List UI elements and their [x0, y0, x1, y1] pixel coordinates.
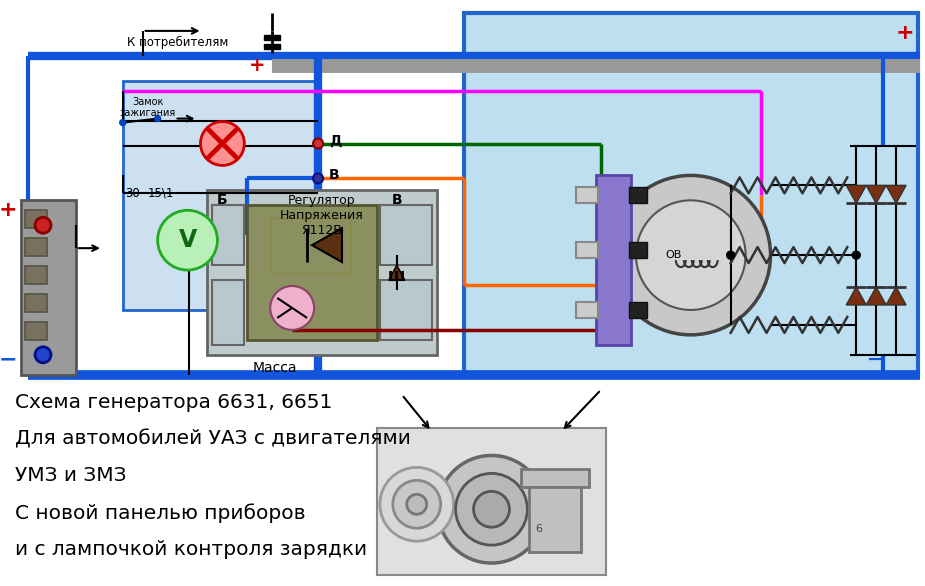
Bar [21, 200, 76, 374]
Text: 30: 30 [125, 187, 140, 200]
Bar [596, 175, 631, 345]
Bar [380, 280, 432, 340]
Circle shape [380, 468, 453, 541]
Bar [25, 210, 47, 228]
Text: Д: Д [329, 134, 341, 148]
Polygon shape [388, 265, 405, 280]
Circle shape [313, 138, 323, 148]
Text: 15\1: 15\1 [147, 187, 174, 200]
Text: Схема генератора 6631, 6651: Схема генератора 6631, 6651 [15, 393, 332, 411]
Text: ОВ: ОВ [666, 250, 682, 260]
Text: С новой панелью приборов: С новой панелью приборов [15, 503, 306, 523]
Circle shape [456, 473, 527, 545]
Bar [629, 242, 647, 258]
Text: −: − [0, 350, 18, 370]
Text: V: V [179, 228, 197, 252]
Polygon shape [866, 185, 886, 203]
Circle shape [35, 347, 51, 363]
Bar [576, 302, 598, 318]
Text: −: − [867, 350, 883, 369]
Text: +: + [0, 200, 18, 220]
Circle shape [35, 217, 51, 233]
Text: +: + [249, 56, 265, 75]
Text: УМЗ и ЗМЗ: УМЗ и ЗМЗ [15, 466, 127, 485]
Circle shape [157, 210, 217, 270]
Text: В: В [329, 168, 339, 182]
Bar [463, 13, 918, 374]
Text: Для автомобилей УАЗ с двигателями: Для автомобилей УАЗ с двигателями [15, 430, 411, 449]
Circle shape [611, 175, 771, 335]
Text: Ш: Ш [388, 270, 405, 284]
Text: Регулятор
Напряжения
Я112В: Регулятор Напряжения Я112В [280, 194, 364, 237]
Bar [207, 190, 437, 355]
Polygon shape [846, 185, 866, 203]
Bar [529, 488, 581, 552]
Text: 6: 6 [535, 524, 542, 534]
Text: Замок
зажигания: Замок зажигания [119, 97, 176, 118]
Circle shape [201, 121, 244, 165]
Circle shape [407, 495, 426, 515]
Circle shape [270, 286, 314, 330]
Bar [213, 205, 244, 265]
Circle shape [313, 173, 323, 183]
Circle shape [119, 120, 126, 125]
Polygon shape [886, 287, 906, 305]
Circle shape [393, 481, 440, 528]
Bar [265, 35, 280, 40]
Polygon shape [886, 185, 906, 203]
Circle shape [438, 455, 546, 563]
Bar [25, 322, 47, 340]
Text: В: В [391, 193, 402, 207]
Bar [265, 44, 280, 49]
Bar [270, 218, 350, 273]
Bar [629, 302, 647, 318]
Text: Б: Б [217, 193, 228, 207]
Text: и с лампочкой контроля зарядки: и с лампочкой контроля зарядки [15, 540, 367, 559]
Bar [376, 428, 606, 575]
Bar [380, 205, 432, 265]
Bar [25, 266, 47, 284]
Bar [576, 188, 598, 203]
Circle shape [474, 491, 510, 527]
Bar [576, 242, 598, 258]
Bar [629, 188, 647, 203]
Text: +: + [895, 23, 915, 43]
Bar [25, 238, 47, 256]
Polygon shape [866, 287, 886, 305]
Polygon shape [846, 287, 866, 305]
Circle shape [636, 200, 746, 310]
Bar [522, 469, 589, 488]
Bar [25, 294, 47, 312]
Circle shape [154, 115, 161, 121]
Bar [123, 81, 317, 310]
Circle shape [852, 251, 860, 259]
Text: К потребителям: К потребителям [127, 36, 228, 49]
Circle shape [727, 251, 734, 259]
Bar [213, 280, 244, 345]
Text: Масса: Масса [253, 361, 297, 374]
Bar [247, 205, 376, 340]
Polygon shape [312, 228, 342, 262]
